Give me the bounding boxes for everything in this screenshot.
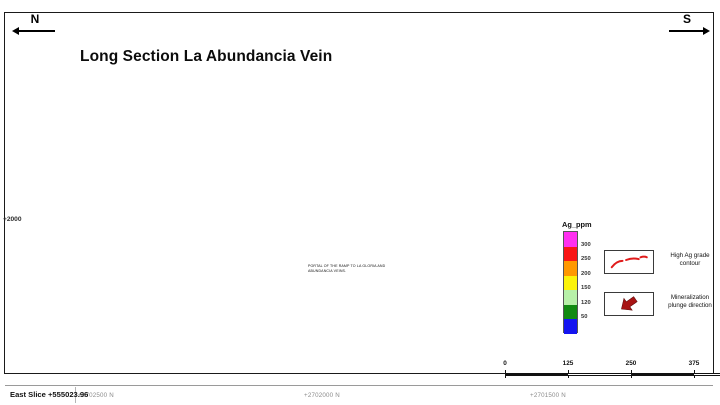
elevation-label: +2000 [3, 216, 22, 223]
ramp-tick-label: 250 [581, 256, 591, 263]
scalebar-label: 250 [625, 360, 637, 367]
legend-title: Ag_ppm [562, 220, 592, 229]
ramp-cell [564, 304, 577, 320]
ramp-cell [564, 232, 577, 247]
grid-label-bottom: +2702500 N [78, 392, 114, 399]
legend-label-line2: contour [679, 260, 701, 268]
scalebar-segment [505, 373, 568, 376]
ramp-cell [564, 246, 577, 262]
ramp-tick-label: 50 [581, 314, 588, 321]
ramp-tick-label: 150 [581, 285, 591, 292]
ramp-cell [564, 275, 577, 291]
ramp-tick-label: 300 [581, 241, 591, 248]
ramp-tick-label: 200 [581, 270, 591, 277]
legend-swatch-mineralization-plunge-direction [604, 292, 654, 316]
east-slice-label: East Slice +555023.96 [10, 390, 89, 399]
scalebar-segment [568, 373, 631, 376]
scalebar-segment [631, 373, 694, 376]
arrow-right-icon [664, 26, 710, 35]
scalebar-label: 375 [688, 360, 700, 367]
scalebar-label: 125 [562, 360, 574, 367]
ag-ppm-color-ramp [563, 231, 578, 334]
ramp-cell [564, 319, 577, 334]
grid-label-bottom: +2701500 N [530, 392, 566, 399]
grid-label-bottom: +2702000 N [304, 392, 340, 399]
map-frame [4, 12, 714, 374]
legend: Ag_ppm 300 250 200 150 120 50 High Ag grade c… [560, 220, 712, 340]
compass-south-label: S [682, 12, 691, 26]
ramp-tick-label: 120 [581, 299, 591, 306]
bottom-rule [5, 385, 713, 386]
legend-swatch-high-ag-grade-contour [604, 250, 654, 274]
legend-label-high-ag-grade-contour: High Ag grade contour [658, 252, 720, 268]
compass-south: S [660, 12, 714, 35]
legend-label-mineralization-plunge-direction: Mineralization plunge direction [658, 294, 720, 310]
legend-label-line1: Mineralization [670, 294, 710, 301]
slice-divider [75, 387, 76, 403]
scalebar-segment [694, 373, 720, 376]
page-title: Long Section La Abundancia Vein [80, 48, 333, 65]
legend-label-line2: plunge direction [668, 302, 712, 310]
scale-bar: 0 125 250 375 [503, 360, 720, 386]
arrow-left-icon [12, 26, 58, 35]
scalebar-label: 0 [503, 360, 507, 367]
portal-annotation: PORTAL OF THE RAMP TO LA GLORIA AND ABUN… [308, 264, 386, 274]
compass-north-label: N [30, 12, 40, 26]
compass-north: N [8, 12, 62, 35]
ramp-cell [564, 290, 577, 305]
legend-label-line1: High Ag grade [670, 252, 710, 259]
ramp-cell [564, 261, 577, 276]
